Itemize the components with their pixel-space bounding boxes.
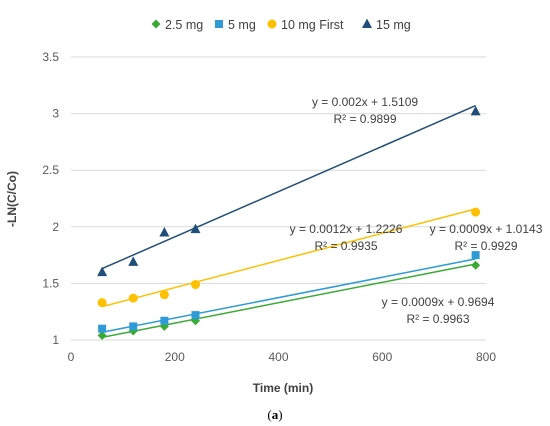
trendline-equation: y = 0.0009x + 1.0143: [430, 222, 543, 236]
y-tick-label: 2.5: [42, 163, 59, 177]
data-point-series-2: [128, 293, 138, 303]
legend-label: 2.5 mg: [165, 18, 203, 32]
gridlines: [71, 56, 486, 341]
trendline-r-squared: R² = 0.9899: [333, 112, 396, 126]
y-axis-title: -LN(C/Co): [5, 171, 19, 227]
data-point-series-2: [159, 290, 169, 300]
y-tick-label: 3: [52, 107, 59, 121]
x-tick-label: 0: [68, 350, 75, 364]
legend: 2.5 mg 5 mg 10 mg First 15 mg: [151, 18, 411, 32]
y-tick-label: 2: [52, 220, 59, 234]
legend-marker-series-3: [362, 18, 372, 28]
data-point-series-2: [471, 207, 481, 217]
y-tick-label: 1: [52, 333, 59, 347]
data-point-series-2: [191, 280, 200, 290]
y-tick-label: 3.5: [42, 50, 59, 64]
data-point-series-3: [97, 266, 108, 277]
trendline-r-squared: R² = 0.9935: [314, 239, 377, 253]
data-point-series-1: [98, 324, 107, 333]
data-point-series-2: [97, 298, 107, 308]
legend-label: 5 mg: [228, 18, 256, 32]
data-point-series-3: [159, 226, 170, 237]
data-points: [97, 105, 481, 340]
legend-label: 10 mg First: [281, 18, 344, 32]
data-point-series-0: [97, 330, 107, 340]
x-tick-labels: 0 200 400 600 800: [68, 350, 497, 364]
caption-letter: a: [272, 407, 279, 422]
y-tick-label: 1.5: [42, 276, 59, 290]
x-axis-title: Time (min): [253, 381, 313, 395]
caption-open-paren: (: [267, 407, 271, 422]
data-point-series-3: [190, 223, 201, 234]
caption-close-paren: ): [278, 407, 282, 422]
legend-marker-series-1: [215, 20, 223, 28]
trendline-equation: y = 0.002x + 1.5109: [312, 95, 418, 109]
trendline-equation: y = 0.0009x + 0.9694: [382, 295, 495, 309]
trendline-series-3: [101, 104, 476, 270]
trendline-equation: y = 0.0012x + 1.2226: [290, 222, 403, 236]
legend-label: 15 mg: [376, 18, 411, 32]
data-point-series-3: [470, 105, 481, 116]
data-point-series-3: [128, 256, 139, 266]
trendline-equations: y = 0.0009x + 0.9694 R² = 0.9963 y = 0.000…: [290, 95, 543, 326]
data-point-series-1: [129, 322, 138, 331]
legend-marker-series-2: [267, 19, 277, 29]
x-tick-label: 600: [372, 350, 392, 364]
data-point-series-0: [471, 260, 481, 270]
figure-caption: (a): [267, 407, 282, 422]
data-point-series-1: [471, 251, 480, 260]
trendline-r-squared: R² = 0.9963: [406, 312, 469, 326]
y-tick-labels: 1 1.5 2 2.5 3 3.5: [42, 50, 59, 347]
data-point-series-1: [191, 311, 200, 320]
x-tick-label: 200: [165, 350, 185, 364]
legend-marker-series-0: [151, 19, 161, 29]
x-tick-label: 800: [476, 350, 496, 364]
data-point-series-1: [160, 316, 169, 325]
x-tick-label: 400: [268, 350, 288, 364]
trendline-r-squared: R² = 0.9929: [454, 239, 517, 253]
